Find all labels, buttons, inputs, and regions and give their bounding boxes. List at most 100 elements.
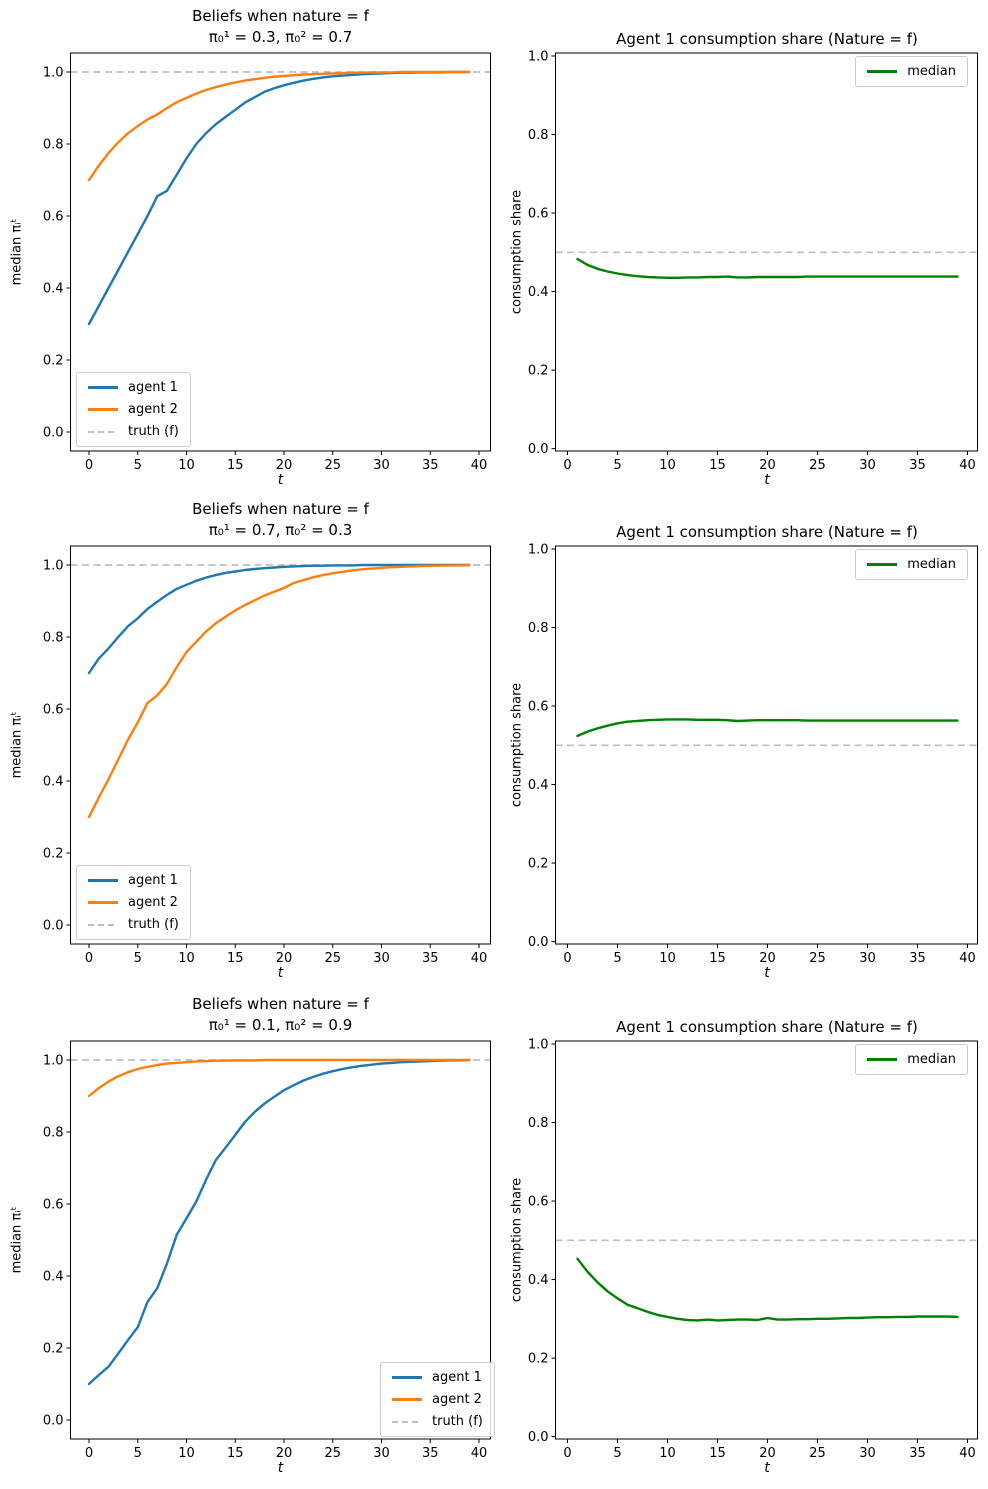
x-tick-label: 20 <box>276 951 293 966</box>
legend-consumption-1: median <box>855 56 968 87</box>
x-axis-label: t <box>764 472 770 488</box>
legend-label: median <box>907 557 956 572</box>
legend-beliefs-1: agent 1 agent 2 truth (f) <box>76 372 191 447</box>
legend-label: median <box>907 64 956 79</box>
legend-line-swatch <box>392 1398 422 1401</box>
y-tick-label: 0.6 <box>528 1195 549 1210</box>
x-tick-label: 10 <box>178 951 195 966</box>
legend-entry: median <box>867 557 956 572</box>
y-tick-label: 0.8 <box>528 621 549 636</box>
x-tick-label: 40 <box>471 458 488 473</box>
y-tick-label: 0.6 <box>43 703 64 718</box>
y-tick-label: 1.0 <box>43 66 64 81</box>
chart-subtitle: π₀¹ = 0.3, π₀² = 0.7 <box>208 28 353 46</box>
legend-entry: truth (f) <box>392 1414 483 1429</box>
y-tick-label: 0.2 <box>528 857 549 872</box>
legend-line-swatch <box>867 563 898 566</box>
y-tick-label: 0.0 <box>528 935 549 950</box>
x-tick-label: 40 <box>959 458 976 473</box>
legend-line-swatch <box>88 408 118 411</box>
y-axis-label: median πᵢᵗ <box>9 711 25 779</box>
legend-consumption-2: median <box>855 549 968 580</box>
subplot-title-beliefs-2: Beliefs when nature = f π₀¹ = 0.7, π₀² =… <box>70 499 491 541</box>
y-axis-label: consumption share <box>509 189 525 315</box>
x-tick-label: 35 <box>422 1446 439 1461</box>
series-line-agent-1 <box>87 563 471 675</box>
x-tick-label: 25 <box>324 1446 341 1461</box>
x-tick-label: 35 <box>422 458 439 473</box>
y-tick-label: 0.0 <box>43 919 64 934</box>
x-tick-label: 5 <box>134 1446 142 1461</box>
y-tick-label: 0.4 <box>528 285 549 300</box>
y-tick-label: 0.6 <box>43 1198 64 1213</box>
chart-title: Beliefs when nature = f <box>192 995 369 1013</box>
axes-spines <box>70 1040 491 1440</box>
y-tick-label: 0.8 <box>43 1126 64 1141</box>
x-tick-label: 15 <box>709 458 726 473</box>
x-tick-label: 25 <box>324 458 341 473</box>
legend-label: agent 2 <box>128 895 178 910</box>
subplot-title-beliefs-1: Beliefs when nature = f π₀¹ = 0.3, π₀² =… <box>70 6 491 48</box>
x-tick-label: 15 <box>227 458 244 473</box>
series-line-median <box>576 1257 959 1322</box>
legend-beliefs-3: agent 1 agent 2 truth (f) <box>380 1362 495 1437</box>
y-tick-label: 0.2 <box>43 847 64 862</box>
legend-entry: agent 1 <box>88 873 179 888</box>
y-tick-label: 0.2 <box>528 364 549 379</box>
x-tick-label: 40 <box>959 1446 976 1461</box>
x-tick-label: 40 <box>471 1446 488 1461</box>
x-tick-label: 35 <box>422 951 439 966</box>
x-tick-label: 30 <box>373 951 390 966</box>
x-tick-label: 25 <box>324 951 341 966</box>
y-tick-label: 0.0 <box>43 426 64 441</box>
legend-label: agent 2 <box>432 1392 482 1407</box>
legend-label: agent 1 <box>128 873 178 888</box>
x-tick-label: 30 <box>859 951 876 966</box>
legend-label: truth (f) <box>128 917 179 932</box>
x-tick-label: 5 <box>134 951 142 966</box>
x-tick-label: 0 <box>85 951 93 966</box>
axes-spines <box>555 52 978 452</box>
x-tick-label: 5 <box>134 458 142 473</box>
x-axis-label: t <box>764 965 770 981</box>
axes-spines <box>555 545 978 945</box>
x-tick-label: 35 <box>909 951 926 966</box>
y-tick-label: 1.0 <box>528 543 549 558</box>
legend-consumption-3: median <box>855 1044 968 1075</box>
legend-line-swatch <box>867 70 898 73</box>
x-tick-label: 5 <box>613 458 621 473</box>
chart-title: Beliefs when nature = f <box>192 7 369 25</box>
axes-spines <box>70 545 491 945</box>
x-tick-label: 10 <box>178 1446 195 1461</box>
chart-title: Agent 1 consumption share (Nature = f) <box>616 1018 918 1036</box>
legend-entry: agent 1 <box>392 1370 483 1385</box>
series-line-median <box>576 718 959 738</box>
x-tick-label: 15 <box>227 951 244 966</box>
chart-title: Agent 1 consumption share (Nature = f) <box>616 523 918 541</box>
x-axis-label: t <box>277 1460 284 1476</box>
x-tick-label: 5 <box>613 951 621 966</box>
y-tick-label: 0.6 <box>528 207 549 222</box>
legend-entry: agent 2 <box>88 895 179 910</box>
legend-beliefs-2: agent 1 agent 2 truth (f) <box>76 865 191 940</box>
legend-entry: agent 2 <box>88 402 179 417</box>
x-tick-label: 35 <box>909 458 926 473</box>
x-tick-label: 30 <box>859 1446 876 1461</box>
chart-title: Agent 1 consumption share (Nature = f) <box>616 30 918 48</box>
x-tick-label: 30 <box>373 1446 390 1461</box>
x-tick-label: 15 <box>227 1446 244 1461</box>
chart-title: Beliefs when nature = f <box>192 500 369 518</box>
y-tick-label: 1.0 <box>43 1054 64 1069</box>
x-tick-label: 30 <box>859 458 876 473</box>
x-tick-label: 40 <box>959 951 976 966</box>
x-tick-label: 20 <box>759 1446 776 1461</box>
y-tick-label: 0.4 <box>528 778 549 793</box>
x-axis-label: t <box>764 1460 770 1476</box>
subplot-title-consumption-1: Agent 1 consumption share (Nature = f) <box>556 29 978 50</box>
x-axis-label: t <box>277 472 284 488</box>
subplot-title-consumption-2: Agent 1 consumption share (Nature = f) <box>556 522 978 543</box>
legend-line-swatch <box>88 386 118 389</box>
y-tick-label: 0.8 <box>528 1116 549 1131</box>
